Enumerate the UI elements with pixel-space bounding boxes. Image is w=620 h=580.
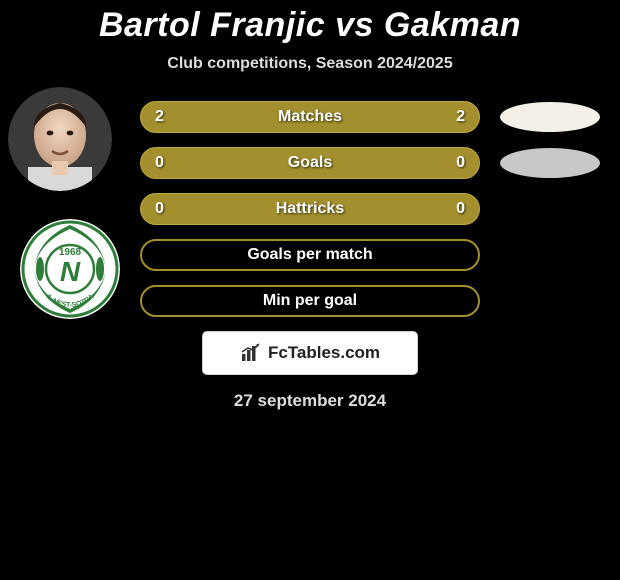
stat-label: Hattricks: [276, 200, 344, 218]
page-subtitle: Club competitions, Season 2024/2025: [0, 55, 620, 73]
bar-chart-icon: [240, 342, 262, 364]
avatar-photo-icon: [8, 87, 112, 191]
stat-row-min-per-goal: Min per goal: [140, 285, 480, 317]
stat-value-right: 2: [456, 108, 465, 126]
stat-row-matches: 2 Matches 2: [140, 101, 480, 133]
stat-label: Matches: [278, 108, 342, 126]
brand-text: FcTables.com: [268, 343, 380, 363]
stat-row-goals-per-match: Goals per match: [140, 239, 480, 271]
stat-row-hattricks: 0 Hattricks 0: [140, 193, 480, 225]
club-crest-icon: 1968 N IL NEST-SOTRA: [20, 219, 120, 319]
club-badge: 1968 N IL NEST-SOTRA: [20, 219, 120, 319]
stat-label: Min per goal: [263, 292, 357, 310]
stat-value-left: 0: [155, 200, 164, 218]
stat-value-right: 0: [456, 154, 465, 172]
date-line: 27 september 2024: [0, 391, 620, 411]
stat-value-left: 0: [155, 154, 164, 172]
page-title: Bartol Franjic vs Gakman: [0, 0, 620, 45]
right-bubble: [500, 148, 600, 178]
stat-label: Goals per match: [247, 246, 372, 264]
stat-value-left: 2: [155, 108, 164, 126]
badge-letter: N: [60, 256, 81, 287]
brand-box: FcTables.com: [202, 331, 418, 375]
stat-row-goals: 0 Goals 0: [140, 147, 480, 179]
stat-value-right: 0: [456, 200, 465, 218]
stat-label: Goals: [288, 154, 332, 172]
stats-area: 1968 N IL NEST-SOTRA 2 Matches 2 0 Goals 0 0 Ha…: [0, 101, 620, 317]
player-left-avatar: [8, 87, 112, 191]
right-bubble: [500, 102, 600, 132]
